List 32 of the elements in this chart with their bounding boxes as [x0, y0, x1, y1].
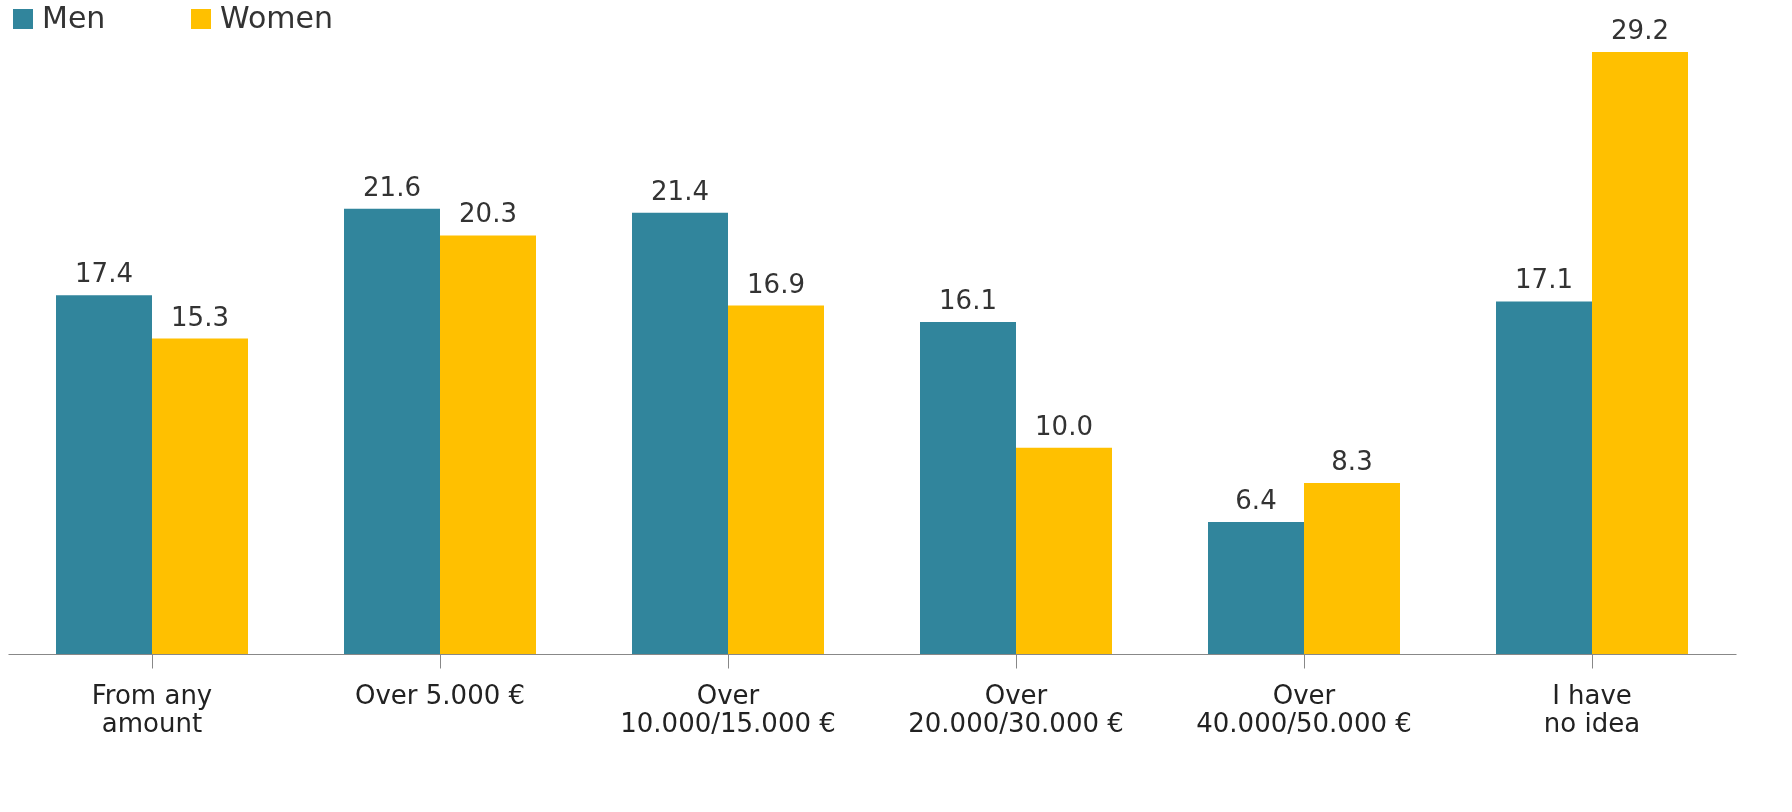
data-label: 16.1 [939, 285, 997, 316]
data-label: 20.3 [459, 198, 517, 229]
x-tick-label: Over 5.000 € [354, 679, 526, 710]
x-tick-label: I have no idea [1543, 679, 1641, 738]
data-label: 8.3 [1331, 445, 1373, 476]
bar [152, 338, 248, 654]
x-tick-label: Over 40.000/50.000 € [1196, 679, 1412, 738]
data-label: 17.4 [75, 258, 133, 289]
bar [56, 295, 152, 654]
legend-label: Women [220, 0, 333, 35]
data-label: 29.2 [1611, 15, 1669, 45]
data-label: 21.4 [651, 175, 709, 206]
x-tick-label: From any amount [91, 679, 213, 738]
data-label: 17.1 [1515, 264, 1573, 295]
data-label: 6.4 [1235, 485, 1277, 516]
bar [632, 212, 728, 654]
bar [1592, 52, 1688, 654]
bar [728, 305, 824, 654]
data-label: 21.6 [363, 171, 421, 202]
data-label: 10.0 [1035, 410, 1093, 441]
bar [1208, 522, 1304, 654]
x-tick-label: Over 10.000/15.000 € [620, 679, 836, 738]
bar [440, 235, 536, 654]
legend-label: Men [42, 0, 106, 35]
bar [344, 208, 440, 654]
data-label: 15.3 [171, 301, 229, 332]
bar [1016, 447, 1112, 654]
bar [1304, 482, 1400, 654]
bar [920, 322, 1016, 654]
data-label: 16.9 [747, 268, 805, 299]
x-tick-label: Over 20.000/30.000 € [908, 679, 1124, 738]
bar [1496, 301, 1592, 654]
